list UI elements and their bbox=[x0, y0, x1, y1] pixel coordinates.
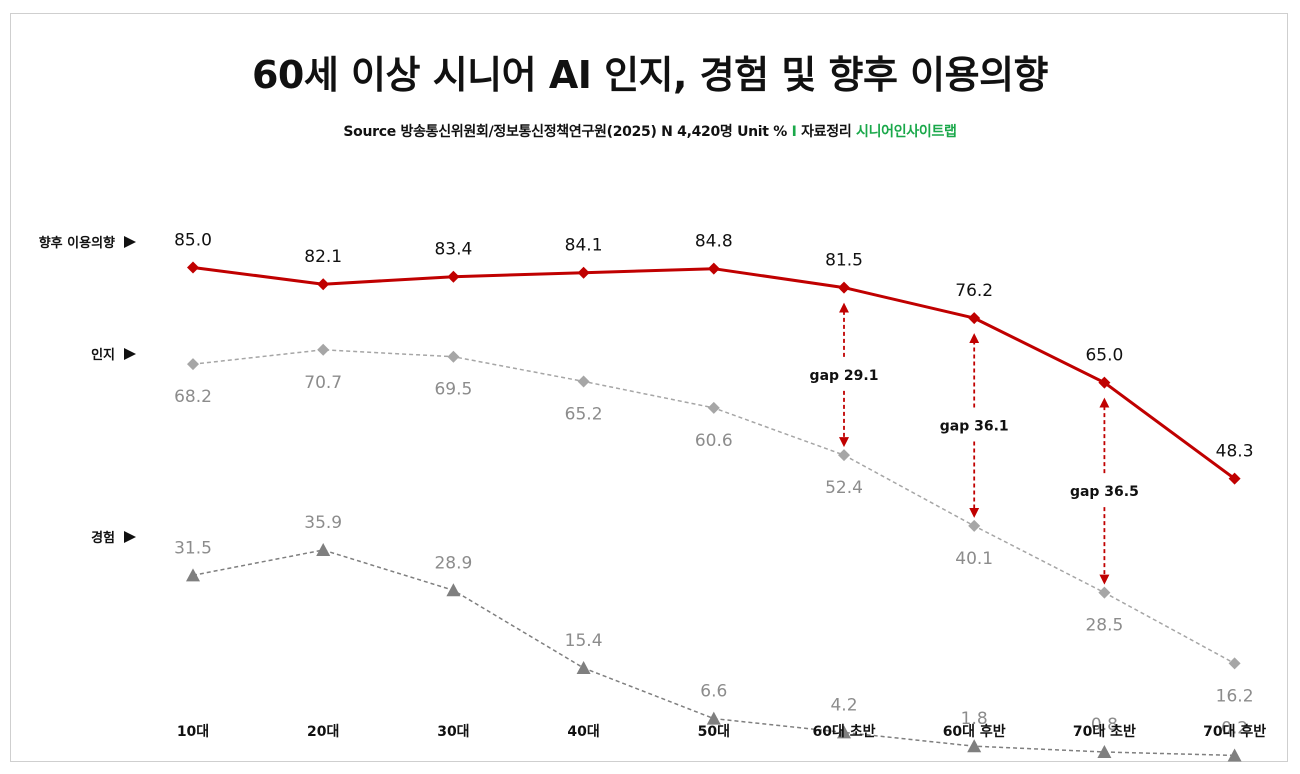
marker-awareness-2 bbox=[447, 350, 460, 363]
value-label-experience-7: 0.8 bbox=[1091, 715, 1118, 735]
value-label-experience-6: 1.8 bbox=[961, 709, 988, 729]
marker-intent-2 bbox=[447, 270, 460, 283]
value-label-awareness-6: 40.1 bbox=[955, 549, 993, 569]
category-label-5: 60대 초반 bbox=[813, 723, 876, 740]
series-label-intent: 향후 이용의향 bbox=[39, 235, 115, 251]
value-label-intent-5: 81.5 bbox=[825, 251, 863, 271]
chart-subtitle: Source 방송통신위원회/정보통신정책연구원(2025) N 4,420명 … bbox=[0, 121, 1300, 141]
marker-experience-6 bbox=[967, 739, 982, 753]
category-label-4: 50대 bbox=[698, 724, 730, 740]
series-label-arrow-intent bbox=[124, 236, 136, 248]
marker-intent-1 bbox=[317, 278, 330, 291]
marker-awareness-6 bbox=[968, 519, 981, 532]
marker-intent-3 bbox=[577, 266, 590, 279]
value-label-experience-2: 28.9 bbox=[434, 553, 472, 573]
marker-awareness-4 bbox=[707, 401, 720, 414]
source-label: Source bbox=[343, 124, 396, 140]
marker-experience-7 bbox=[1097, 744, 1112, 758]
value-label-intent-0: 85.0 bbox=[174, 231, 212, 251]
value-label-awareness-7: 28.5 bbox=[1085, 616, 1123, 636]
value-label-awareness-2: 69.5 bbox=[434, 380, 472, 400]
value-label-intent-7: 65.0 bbox=[1085, 346, 1123, 366]
marker-experience-5 bbox=[837, 725, 851, 739]
value-label-awareness-0: 68.2 bbox=[174, 387, 212, 407]
marker-experience-0 bbox=[186, 568, 200, 582]
series-label-experience: 경험 bbox=[91, 530, 115, 546]
marker-experience-3 bbox=[576, 660, 591, 674]
marker-awareness-8 bbox=[1228, 657, 1241, 670]
marker-intent-6 bbox=[968, 312, 981, 325]
value-label-experience-8: 0.2 bbox=[1221, 718, 1248, 738]
value-label-intent-3: 84.1 bbox=[565, 236, 603, 256]
marker-intent-8 bbox=[1228, 472, 1241, 485]
value-label-experience-5: 4.2 bbox=[830, 695, 857, 715]
chart-title: 60세 이상 시니어 AI 인지, 경험 및 향후 이용의향 bbox=[251, 53, 1049, 97]
value-label-experience-1: 35.9 bbox=[304, 513, 342, 533]
value-label-intent-6: 76.2 bbox=[955, 281, 993, 301]
marker-awareness-5 bbox=[838, 449, 850, 462]
category-label-8: 70대 후반 bbox=[1203, 723, 1266, 740]
category-label-3: 40대 bbox=[567, 724, 599, 740]
marker-intent-5 bbox=[838, 281, 850, 294]
category-label-0: 10대 bbox=[177, 724, 209, 740]
gap-label-2: gap 36.5 bbox=[1070, 484, 1139, 500]
marker-awareness-3 bbox=[577, 375, 590, 388]
value-label-intent-4: 84.8 bbox=[695, 232, 733, 252]
series-label-awareness: 인지 bbox=[91, 347, 115, 363]
category-label-2: 30대 bbox=[437, 724, 469, 740]
marker-intent-4 bbox=[707, 262, 720, 275]
marker-experience-1 bbox=[316, 543, 331, 557]
gap-label-0: gap 29.1 bbox=[810, 368, 879, 384]
series-line-awareness bbox=[192, 349, 1235, 665]
value-label-experience-0: 31.5 bbox=[174, 538, 212, 558]
marker-experience-8 bbox=[1227, 748, 1242, 762]
value-label-intent-8: 48.3 bbox=[1216, 442, 1254, 462]
series-label-arrow-experience bbox=[124, 531, 136, 543]
compiled-label: 자료정리 bbox=[801, 124, 852, 140]
marker-awareness-7 bbox=[1098, 586, 1111, 599]
source-text: 방송통신위원회/정보통신정책연구원(2025) N 4,420명 Unit % bbox=[400, 124, 788, 140]
marker-awareness-0 bbox=[187, 358, 199, 371]
value-label-experience-3: 15.4 bbox=[565, 631, 603, 651]
value-label-intent-1: 82.1 bbox=[304, 247, 342, 267]
gap-label-1: gap 36.1 bbox=[940, 419, 1009, 435]
value-label-awareness-1: 70.7 bbox=[304, 373, 342, 393]
value-label-intent-2: 83.4 bbox=[434, 240, 472, 260]
chart-frame bbox=[10, 13, 1288, 762]
marker-intent-0 bbox=[187, 261, 199, 274]
category-label-7: 70대 초반 bbox=[1073, 723, 1136, 740]
category-label-1: 20대 bbox=[307, 724, 339, 740]
marker-experience-2 bbox=[446, 583, 461, 597]
separator: I bbox=[791, 124, 797, 140]
value-label-awareness-4: 60.6 bbox=[695, 431, 733, 451]
value-label-experience-4: 6.6 bbox=[700, 682, 727, 702]
value-label-awareness-3: 65.2 bbox=[565, 404, 603, 424]
value-label-awareness-8: 16.2 bbox=[1216, 686, 1254, 706]
marker-awareness-1 bbox=[317, 343, 330, 356]
marker-experience-4 bbox=[706, 711, 721, 725]
series-label-arrow-awareness bbox=[124, 348, 136, 360]
category-label-6: 60대 후반 bbox=[943, 723, 1006, 740]
value-label-awareness-5: 52.4 bbox=[825, 478, 863, 498]
compiled-by: 시니어인사이트랩 bbox=[855, 124, 957, 140]
marker-intent-7 bbox=[1098, 376, 1111, 389]
